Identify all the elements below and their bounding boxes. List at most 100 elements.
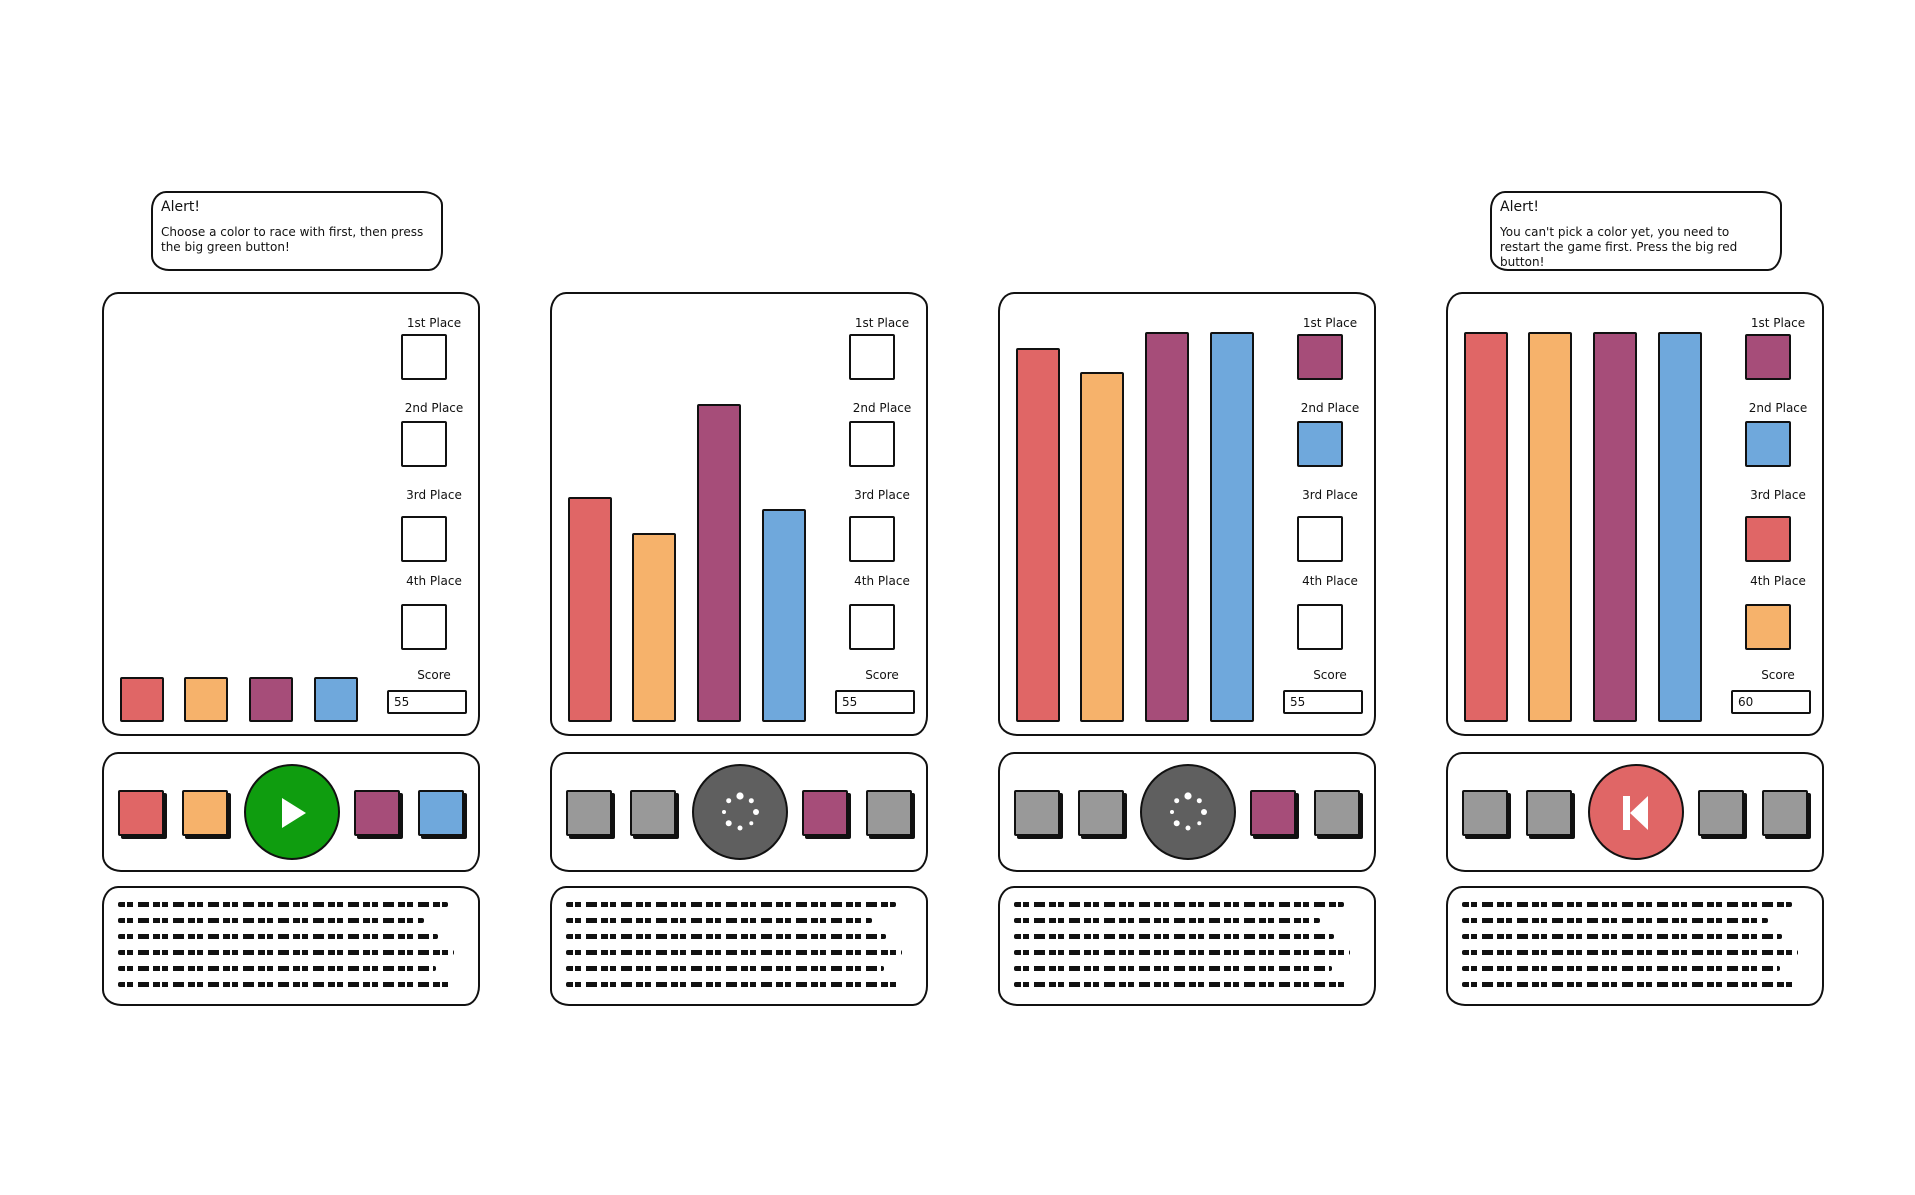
alert-dialog-restart: Alert! You can't pick a color yet, you n… — [1490, 191, 1782, 271]
race-bar-orange — [1528, 332, 1572, 722]
alert-message: Choose a color to race with first, then … — [161, 225, 424, 254]
description-scribble-line — [1014, 918, 1320, 923]
race-bar-purple — [697, 404, 741, 722]
color-button-purple[interactable] — [802, 790, 848, 836]
alert-message: You can't pick a color yet, you need to … — [1500, 225, 1738, 269]
place-label-3: 3rd Place — [854, 488, 910, 502]
color-button-purple[interactable] — [1698, 790, 1744, 836]
color-button-orange[interactable] — [1078, 790, 1124, 836]
place-label-2: 2nd Place — [852, 401, 912, 415]
racing-button[interactable] — [692, 764, 788, 860]
color-button-red[interactable] — [118, 790, 164, 836]
restart-button[interactable] — [1588, 764, 1684, 860]
place-slot-2 — [401, 421, 447, 467]
race-bar-purple — [1145, 332, 1189, 722]
description-scribble-line — [1462, 902, 1792, 907]
controls-panel — [1446, 752, 1824, 872]
place-slot-1 — [1745, 334, 1791, 380]
score-label: Score — [1761, 668, 1795, 682]
color-button-blue[interactable] — [1762, 790, 1808, 836]
controls-panel — [998, 752, 1376, 872]
race-bar-red — [1464, 332, 1508, 722]
color-button-purple[interactable] — [1250, 790, 1296, 836]
color-button-orange[interactable] — [630, 790, 676, 836]
place-slot-4 — [401, 604, 447, 650]
description-scribble-line — [1462, 934, 1782, 939]
game-panel: 1st Place 2nd Place 3rd Place 4th Place Scor… — [998, 292, 1376, 736]
start-chip-purple — [249, 677, 293, 722]
description-scribble-line — [1462, 982, 1796, 987]
color-button-orange[interactable] — [1526, 790, 1572, 836]
start-chip-orange — [184, 677, 228, 722]
description-panel — [1446, 886, 1824, 1006]
place-label-4: 4th Place — [1302, 574, 1358, 588]
score-label: Score — [865, 668, 899, 682]
game-panel: 1st Place 2nd Place 3rd Place 4th Place Scor… — [550, 292, 928, 736]
race-bar-red — [1016, 348, 1060, 722]
place-slot-4 — [849, 604, 895, 650]
description-scribble-line — [118, 982, 452, 987]
color-button-red[interactable] — [1014, 790, 1060, 836]
race-bar-blue — [1210, 332, 1254, 722]
place-label-2: 2nd Place — [404, 401, 464, 415]
description-scribble-line — [566, 902, 896, 907]
description-scribble-line — [1014, 934, 1334, 939]
score-label: Score — [417, 668, 451, 682]
game-panel: 1st Place 2nd Place 3rd Place 4th Place Scor… — [102, 292, 480, 736]
alert-dialog-start: Alert! Choose a color to race with first… — [151, 191, 443, 271]
race-bar-red — [568, 497, 612, 722]
race-track — [552, 294, 842, 734]
race-bar-orange — [1080, 372, 1124, 722]
description-scribble-line — [1014, 966, 1332, 971]
race-track — [1000, 294, 1290, 734]
race-track — [104, 294, 394, 734]
description-panel — [998, 886, 1376, 1006]
description-panel — [102, 886, 480, 1006]
race-bar-blue — [1658, 332, 1702, 722]
place-label-3: 3rd Place — [1302, 488, 1358, 502]
start-race-button[interactable] — [244, 764, 340, 860]
color-button-blue[interactable] — [866, 790, 912, 836]
color-button-blue[interactable] — [1314, 790, 1360, 836]
description-scribble-line — [118, 918, 424, 923]
place-label-2: 2nd Place — [1300, 401, 1360, 415]
place-label-4: 4th Place — [1750, 574, 1806, 588]
loading-icon — [1170, 792, 1207, 831]
place-slot-1 — [401, 334, 447, 380]
color-button-orange[interactable] — [182, 790, 228, 836]
place-label-2: 2nd Place — [1748, 401, 1808, 415]
place-label-3: 3rd Place — [1750, 488, 1806, 502]
place-label-4: 4th Place — [854, 574, 910, 588]
place-slot-3 — [849, 516, 895, 562]
loading-icon — [722, 792, 759, 831]
description-scribble-line — [118, 902, 448, 907]
score-label: Score — [1313, 668, 1347, 682]
place-label-1: 1st Place — [1750, 316, 1806, 330]
description-scribble-line — [118, 934, 438, 939]
place-slot-4 — [1297, 604, 1343, 650]
racing-button[interactable] — [1140, 764, 1236, 860]
color-button-blue[interactable] — [418, 790, 464, 836]
play-icon — [282, 798, 306, 828]
color-button-red[interactable] — [566, 790, 612, 836]
score-field: 55 — [835, 690, 915, 714]
description-scribble-line — [566, 982, 900, 987]
color-button-purple[interactable] — [354, 790, 400, 836]
place-slot-3 — [401, 516, 447, 562]
start-chip-blue — [314, 677, 358, 722]
place-slot-1 — [1297, 334, 1343, 380]
race-bar-blue — [762, 509, 806, 722]
restart-icon — [1623, 796, 1648, 830]
place-slot-2 — [1297, 421, 1343, 467]
place-slot-2 — [1745, 421, 1791, 467]
alert-title: Alert! — [161, 199, 200, 215]
description-scribble-line — [1462, 950, 1798, 955]
alert-title: Alert! — [1500, 199, 1539, 215]
description-scribble-line — [1014, 902, 1344, 907]
place-label-1: 1st Place — [406, 316, 462, 330]
controls-panel — [550, 752, 928, 872]
place-label-1: 1st Place — [854, 316, 910, 330]
score-field: 55 — [387, 690, 467, 714]
description-scribble-line — [566, 934, 886, 939]
color-button-red[interactable] — [1462, 790, 1508, 836]
